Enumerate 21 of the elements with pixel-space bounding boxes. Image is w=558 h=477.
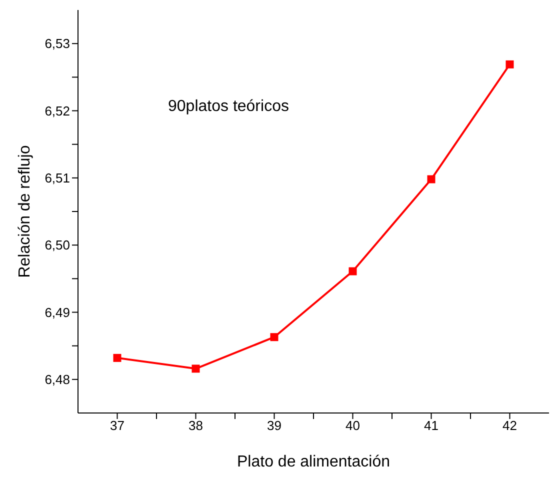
y-tick-label: 6,52 (44, 103, 70, 118)
point (427, 175, 436, 184)
y-tick-label: 6,48 (44, 372, 70, 388)
y-tick-label: 6,50 (44, 238, 70, 253)
y-tick-label: 6,49 (44, 304, 70, 320)
point (270, 333, 278, 342)
annotation: 90platos teóricos (168, 98, 289, 116)
point (348, 267, 357, 276)
point (506, 60, 514, 68)
x-tick-label: 42 (502, 418, 517, 434)
x-tick-label: 39 (267, 418, 282, 434)
y-tick-label: 6,53 (44, 36, 70, 52)
x-axis-title: Plato de alimentación (237, 453, 390, 470)
y-axis-title: Relación de reflujo (16, 145, 34, 278)
point (192, 364, 200, 373)
y-tick-label: 6,51 (44, 170, 70, 186)
x-tick-label: 38 (188, 418, 203, 434)
x-tick-label: 40 (346, 418, 360, 434)
x-tick-label: 41 (424, 418, 438, 434)
point (113, 354, 122, 362)
x-tick-label: 37 (110, 418, 124, 434)
